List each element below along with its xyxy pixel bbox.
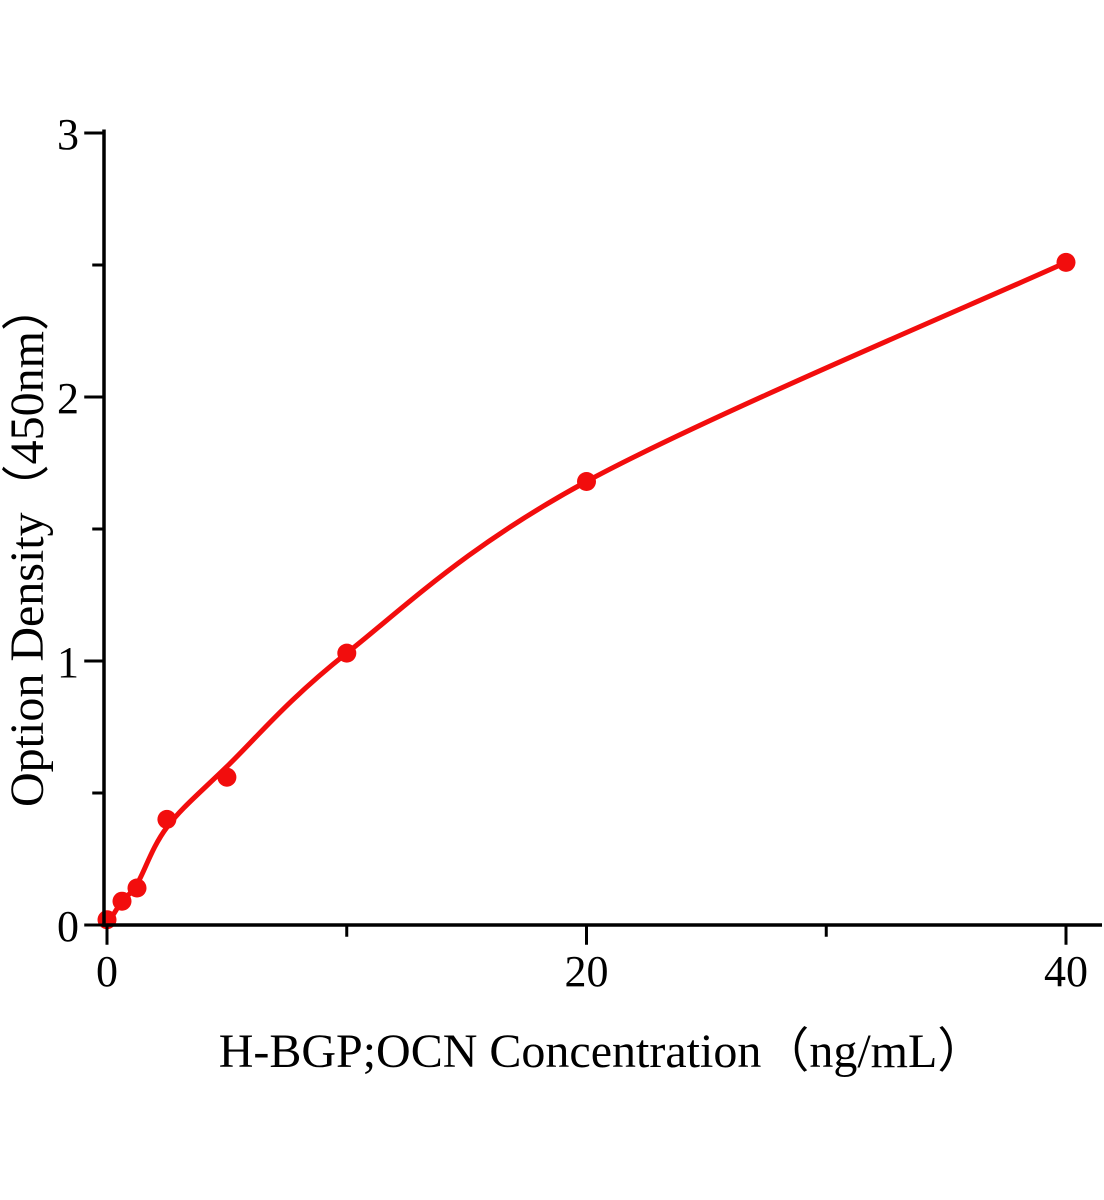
data-point: [1056, 252, 1076, 272]
data-point: [112, 891, 132, 911]
x-tick-label: 0: [96, 947, 118, 996]
data-point: [157, 809, 177, 829]
data-point: [337, 643, 357, 663]
fit-curve: [104, 259, 1069, 928]
data-point: [217, 767, 237, 787]
y-tick-label: 1: [57, 638, 79, 687]
y-tick-label: 3: [57, 110, 79, 159]
data-point: [127, 878, 147, 898]
x-tick-label: 20: [565, 947, 609, 996]
y-axis-title: Option Density（450nm）: [1, 283, 54, 807]
x-axis-title: H-BGP;OCN Concentration（ng/mL）: [218, 1025, 986, 1078]
y-tick-label: 2: [57, 374, 79, 423]
x-tick-label: 40: [1044, 947, 1088, 996]
data-point: [577, 472, 596, 491]
y-tick-label: 0: [57, 902, 79, 951]
